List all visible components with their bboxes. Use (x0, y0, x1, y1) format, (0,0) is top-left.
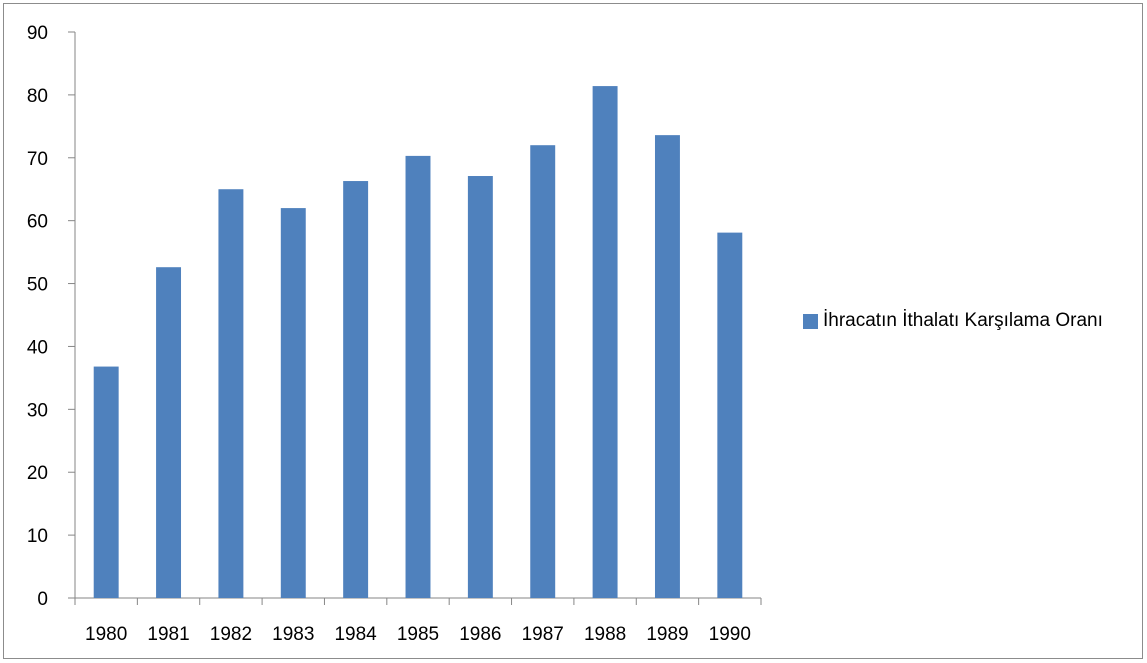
x-tick-label: 1987 (522, 624, 564, 645)
bar-1987 (530, 145, 556, 598)
bar-1989 (654, 135, 680, 599)
bar-1986 (467, 176, 493, 598)
bar-1980 (93, 366, 119, 598)
y-tick-label: 0 (37, 589, 48, 610)
legend: İhracatın İthalatı Karşılama Oranı (803, 304, 1133, 338)
x-tick-label: 1989 (646, 624, 688, 645)
legend-label: İhracatın İthalatı Karşılama Oranı (823, 310, 1103, 331)
y-tick-label: 90 (27, 23, 48, 44)
y-tick-label: 60 (27, 212, 48, 233)
chart-frame (3, 3, 1143, 659)
bar-series (93, 86, 743, 599)
y-axis: 0 10 20 30 40 50 60 70 80 90 (27, 23, 76, 610)
x-tick-label: 1988 (584, 624, 626, 645)
x-tick-label: 1980 (85, 624, 127, 645)
bar-1981 (156, 267, 182, 598)
y-tick-label: 20 (27, 463, 48, 484)
y-tick-label: 10 (27, 526, 48, 547)
bar-1985 (405, 155, 431, 598)
bar-1982 (218, 189, 244, 598)
bar-1983 (280, 208, 306, 599)
bar-1988 (592, 86, 618, 598)
bar-1984 (343, 181, 369, 598)
x-axis: 1980 1981 1982 1983 1984 1985 1986 1987 1988 1989… (74, 597, 762, 645)
bar-1990 (717, 232, 743, 599)
x-tick-label: 1983 (272, 624, 314, 645)
legend-swatch (803, 314, 818, 329)
x-tick-label: 1990 (709, 624, 751, 645)
y-tick-label: 30 (27, 400, 48, 421)
x-tick-label: 1986 (459, 624, 501, 645)
x-tick-label: 1981 (147, 624, 189, 645)
y-tick-label: 70 (27, 149, 48, 170)
y-tick-label: 40 (27, 337, 48, 358)
x-tick-label: 1984 (334, 624, 377, 645)
y-tick-label: 80 (27, 86, 48, 107)
y-tick-label: 50 (27, 275, 48, 296)
x-tick-label: 1982 (210, 624, 252, 645)
x-tick-label: 1985 (397, 624, 439, 645)
